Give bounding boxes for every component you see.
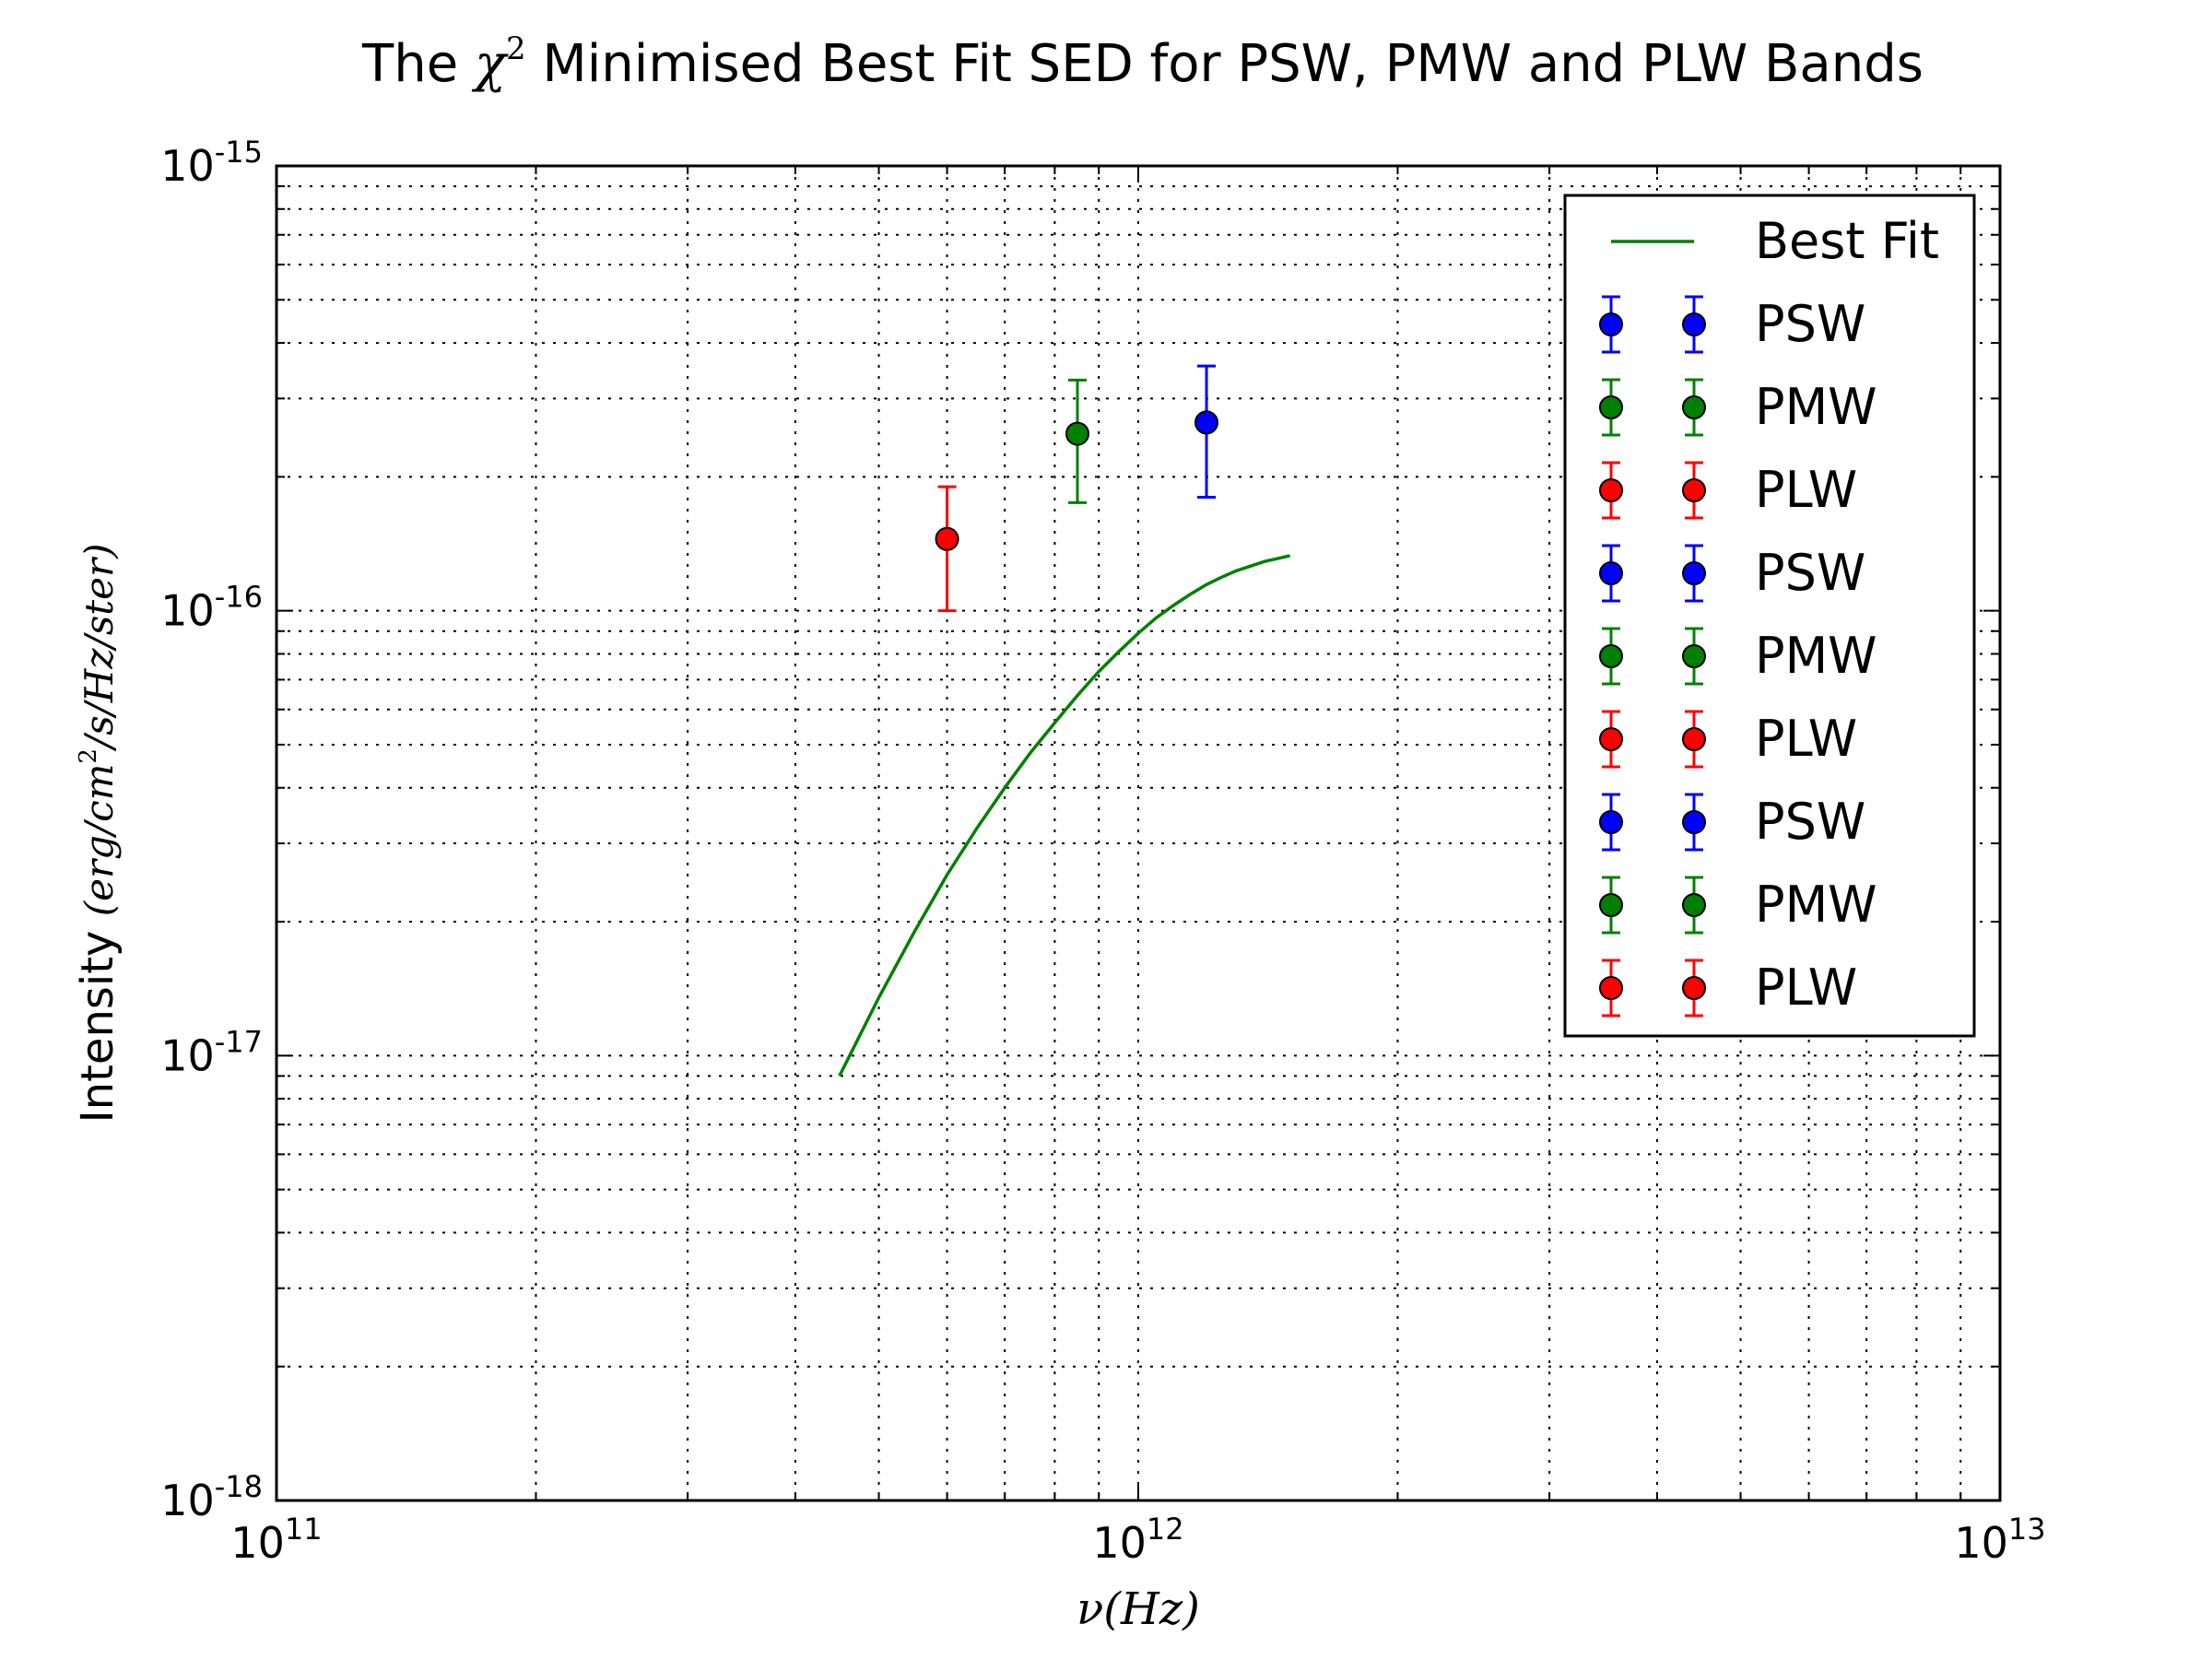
data-point-marker [1682,976,1706,1000]
data-point-marker [1682,478,1706,502]
data-point-marker [1599,976,1623,1000]
data-point-marker [1682,312,1706,336]
chart-title-symbol: χ [471,34,509,94]
legend-errorbar-swatch [1682,876,1706,935]
legend-errorbar-swatch [1682,378,1706,437]
legend-label: PMW [1755,627,1877,685]
plot-frame [275,164,2002,1502]
legend-errorbar-swatch [1599,710,1623,769]
y-tick-label: 10-18 [160,1469,263,1525]
data-point-marker [1599,561,1623,585]
data-point-marker [1599,478,1623,502]
legend-label: PMW [1755,378,1877,436]
legend-errorbar-swatch [1682,627,1706,686]
x-tick-label: 1012 [1092,1512,1183,1568]
legend-label: Best Fit [1755,212,1939,270]
data-point-pmw [1065,378,1090,504]
chart-title-suffix: Minimised Best Fit SED for PSW, PMW and … [542,34,1924,94]
data-point-marker [1682,727,1706,751]
legend-errorbar-swatch [1682,544,1706,603]
legend-label: PSW [1755,544,1865,602]
y-tick-label: 10-17 [160,1024,263,1080]
y-axis-label-units-pre: (erg/cm [76,764,122,917]
x-tick-labels: 1011 1012 1013 [230,1512,2045,1568]
data-point-marker [1599,312,1623,336]
legend-item-psw: PSW [1599,544,1865,603]
chart-title-sup: 2 [506,30,526,67]
legend-label: PLW [1755,461,1857,519]
data-point-marker [1682,893,1706,917]
data-point-marker [1682,644,1706,668]
y-axis-label-text: Intensity [72,931,124,1124]
legend-item-psw: PSW [1599,295,1865,354]
legend-errorbar-swatch [1599,876,1623,935]
y-axis-label-units-post: /s/Hz/ster) [76,544,122,753]
data-points-layer [935,364,1219,613]
legend-label: PSW [1755,295,1865,353]
data-point-marker [1599,727,1623,751]
legend: Best Fit PSW PMW PLW PSW PMW PLW PSW PMW PLW [1563,194,1976,1038]
data-point-marker [1682,810,1706,834]
legend-item-best-fit: Best Fit [1611,212,1939,270]
legend-box [1563,194,1976,1038]
legend-errorbar-swatch [1599,461,1623,520]
y-tick-label: 10-15 [160,135,263,191]
y-axis-label-units-sup: 2 [75,748,102,764]
legend-errorbar-swatch [1682,793,1706,852]
y-tick-label: 10-16 [160,580,263,636]
legend-errorbar-swatch [1682,710,1706,769]
legend-errorbar-swatch [1682,959,1706,1018]
chart-title: The χ2 Minimised Best Fit SED for PSW, P… [361,12,1924,94]
data-point-marker [1194,410,1219,435]
data-point-marker [935,526,959,551]
legend-errorbar-swatch [1599,544,1623,603]
legend-errorbar-swatch [1682,461,1706,520]
chart-title-prefix: The [361,34,458,94]
legend-errorbar-swatch [1682,295,1706,354]
data-point-marker [1599,644,1623,668]
legend-label: PSW [1755,793,1865,851]
x-tick-label: 1011 [230,1512,322,1568]
y-axis-label: Intensity (erg/cm2/s/Hz/ster) [72,544,124,1124]
legend-errorbar-swatch [1599,627,1623,686]
legend-item-plw: PLW [1599,959,1857,1018]
data-point-marker [1065,421,1090,446]
x-axis-label: ν(Hz) [1077,1583,1200,1635]
legend-item-plw: PLW [1599,461,1857,520]
legend-label: PMW [1755,876,1877,934]
legend-item-pmw: PMW [1599,627,1877,686]
data-point-marker [1599,395,1623,419]
legend-label: PLW [1755,710,1857,768]
legend-item-pmw: PMW [1599,378,1877,437]
data-point-marker [1599,810,1623,834]
legend-label: PLW [1755,959,1857,1017]
legend-item-plw: PLW [1599,710,1857,769]
x-tick-label: 1013 [1954,1512,2045,1568]
legend-item-psw: PSW [1599,793,1865,852]
legend-errorbar-swatch [1599,295,1623,354]
data-point-psw [1194,364,1219,499]
legend-errorbar-swatch [1599,959,1623,1018]
best-fit-line [838,554,1290,1077]
data-point-marker [1682,395,1706,419]
data-point-plw [935,485,959,613]
data-point-marker [1682,561,1706,585]
legend-errorbar-swatch [1599,378,1623,437]
best-fit-layer [838,554,1290,1077]
legend-item-pmw: PMW [1599,876,1877,935]
legend-errorbar-swatch [1599,793,1623,852]
data-point-marker [1599,893,1623,917]
y-tick-labels: 10-18 10-17 10-16 10-15 [160,135,263,1525]
